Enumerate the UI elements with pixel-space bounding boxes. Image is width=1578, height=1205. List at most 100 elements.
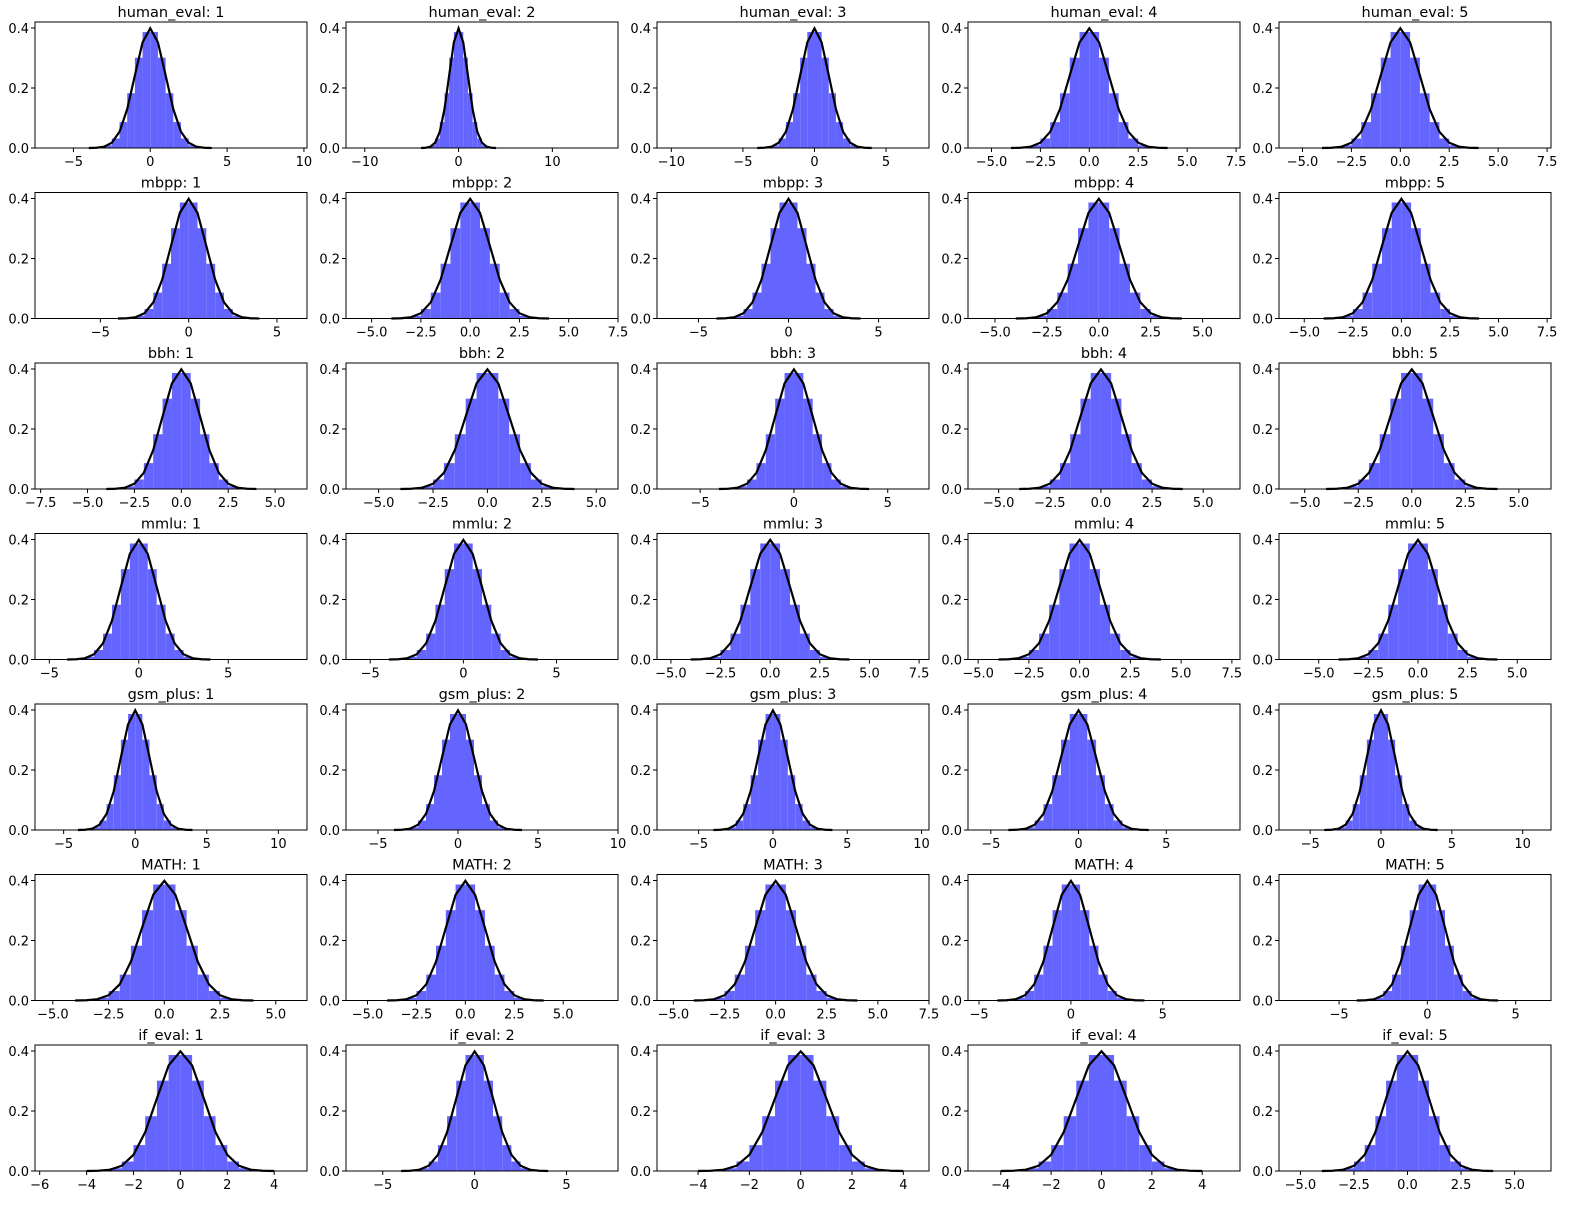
density-line (86, 1049, 275, 1173)
bar (186, 945, 198, 1001)
density-line (1008, 708, 1149, 832)
x-tick-label: 0.0 (1391, 326, 1412, 341)
bar (1364, 1145, 1376, 1171)
x-tick-label: 7.5 (919, 1008, 940, 1023)
x-tick-label: 0 (454, 837, 462, 852)
bar (165, 633, 175, 660)
bar (1099, 57, 1109, 148)
bar (765, 713, 773, 830)
bar (802, 820, 811, 830)
bar (134, 57, 143, 148)
bar (833, 315, 843, 319)
subplot-title: if_eval: 3 (760, 1028, 826, 1044)
plot-frame (656, 703, 930, 831)
bar (482, 604, 492, 660)
bar (1392, 974, 1401, 1001)
bar (1467, 656, 1478, 660)
bar (420, 308, 431, 319)
x-tick-label: 5.0 (1507, 667, 1528, 682)
y-tick-label: 0.4 (8, 704, 29, 719)
bar (1383, 990, 1393, 1001)
x-tick-label: 0 (810, 155, 818, 170)
bar (1059, 569, 1070, 660)
x-tick-label: −5.0 (352, 1008, 384, 1023)
bar (1417, 543, 1428, 660)
bar (1049, 479, 1061, 489)
y-tick-label: 0.2 (941, 764, 962, 779)
bar (121, 1161, 134, 1171)
bar (474, 1054, 484, 1171)
y-tick-label: 0.4 (630, 363, 651, 378)
density-line (690, 537, 850, 661)
x-tick-label: 5.0 (859, 667, 880, 682)
y-tick-label: 0.0 (630, 483, 651, 498)
bar (458, 31, 464, 149)
y-tick-label: 0.0 (941, 483, 962, 498)
y-tick-label: 0.4 (319, 534, 340, 549)
bar (153, 292, 163, 319)
bar (1131, 463, 1142, 489)
bar (130, 945, 143, 1001)
bar (227, 1161, 239, 1171)
plot-frame (967, 362, 1241, 490)
bar (826, 997, 837, 1001)
bar (450, 713, 458, 830)
bar (1043, 945, 1053, 1001)
bar (1130, 656, 1141, 660)
bar (1437, 604, 1448, 660)
subplot-title: MATH: 3 (763, 858, 823, 874)
subplot-title: human_eval: 5 (1362, 5, 1469, 21)
plot-frame (34, 874, 308, 1001)
bar (444, 569, 455, 660)
bar (816, 990, 827, 1001)
y-tick-label: 0.4 (630, 534, 651, 549)
bar (1419, 93, 1430, 148)
plot-frame (1278, 362, 1552, 490)
x-tick-label: 5.0 (1193, 496, 1214, 511)
bar (129, 543, 139, 660)
bar (737, 486, 748, 489)
bar (430, 145, 436, 148)
plot-frame (656, 362, 930, 490)
bar (162, 263, 171, 319)
bar (1151, 1161, 1165, 1171)
x-tick-label: 2.5 (816, 1008, 837, 1023)
bar (426, 974, 437, 1001)
plot-frame (967, 21, 1241, 149)
y-tick-label: 0.2 (319, 82, 340, 97)
bar (502, 1145, 512, 1171)
bar (1099, 604, 1111, 660)
bar (1030, 145, 1041, 148)
y-tick-label: 0.0 (941, 313, 962, 328)
bar (435, 138, 440, 148)
density-line (387, 878, 544, 1002)
bar (1347, 486, 1359, 489)
x-tick-label: 7.5 (608, 326, 629, 341)
y-tick-label: 0.4 (941, 534, 962, 549)
y-tick-label: 0.0 (8, 654, 29, 669)
bar (487, 372, 499, 489)
subplot-title: human_eval: 4 (1051, 5, 1158, 21)
bar (710, 656, 721, 660)
y-tick-label: 0.0 (319, 654, 340, 669)
bar (1343, 315, 1353, 319)
bar (454, 434, 466, 489)
density-line (393, 708, 523, 832)
x-tick-label: −5 (689, 326, 708, 341)
bar (780, 569, 791, 660)
bar (411, 315, 421, 319)
subplot-title: bbh: 5 (1392, 346, 1438, 362)
y-tick-label: 0.0 (1252, 313, 1273, 328)
y-tick-label: 0.4 (941, 704, 962, 719)
plot-frame (1278, 703, 1552, 831)
bar (1079, 31, 1090, 149)
plot-frame (967, 1044, 1241, 1172)
bar (110, 1168, 122, 1171)
bar (826, 1116, 840, 1171)
bar (1449, 315, 1460, 319)
subplot-title: mmlu: 3 (763, 517, 823, 533)
bar (743, 308, 753, 319)
bar (1060, 463, 1071, 489)
bar (434, 775, 442, 830)
bar (444, 93, 450, 148)
